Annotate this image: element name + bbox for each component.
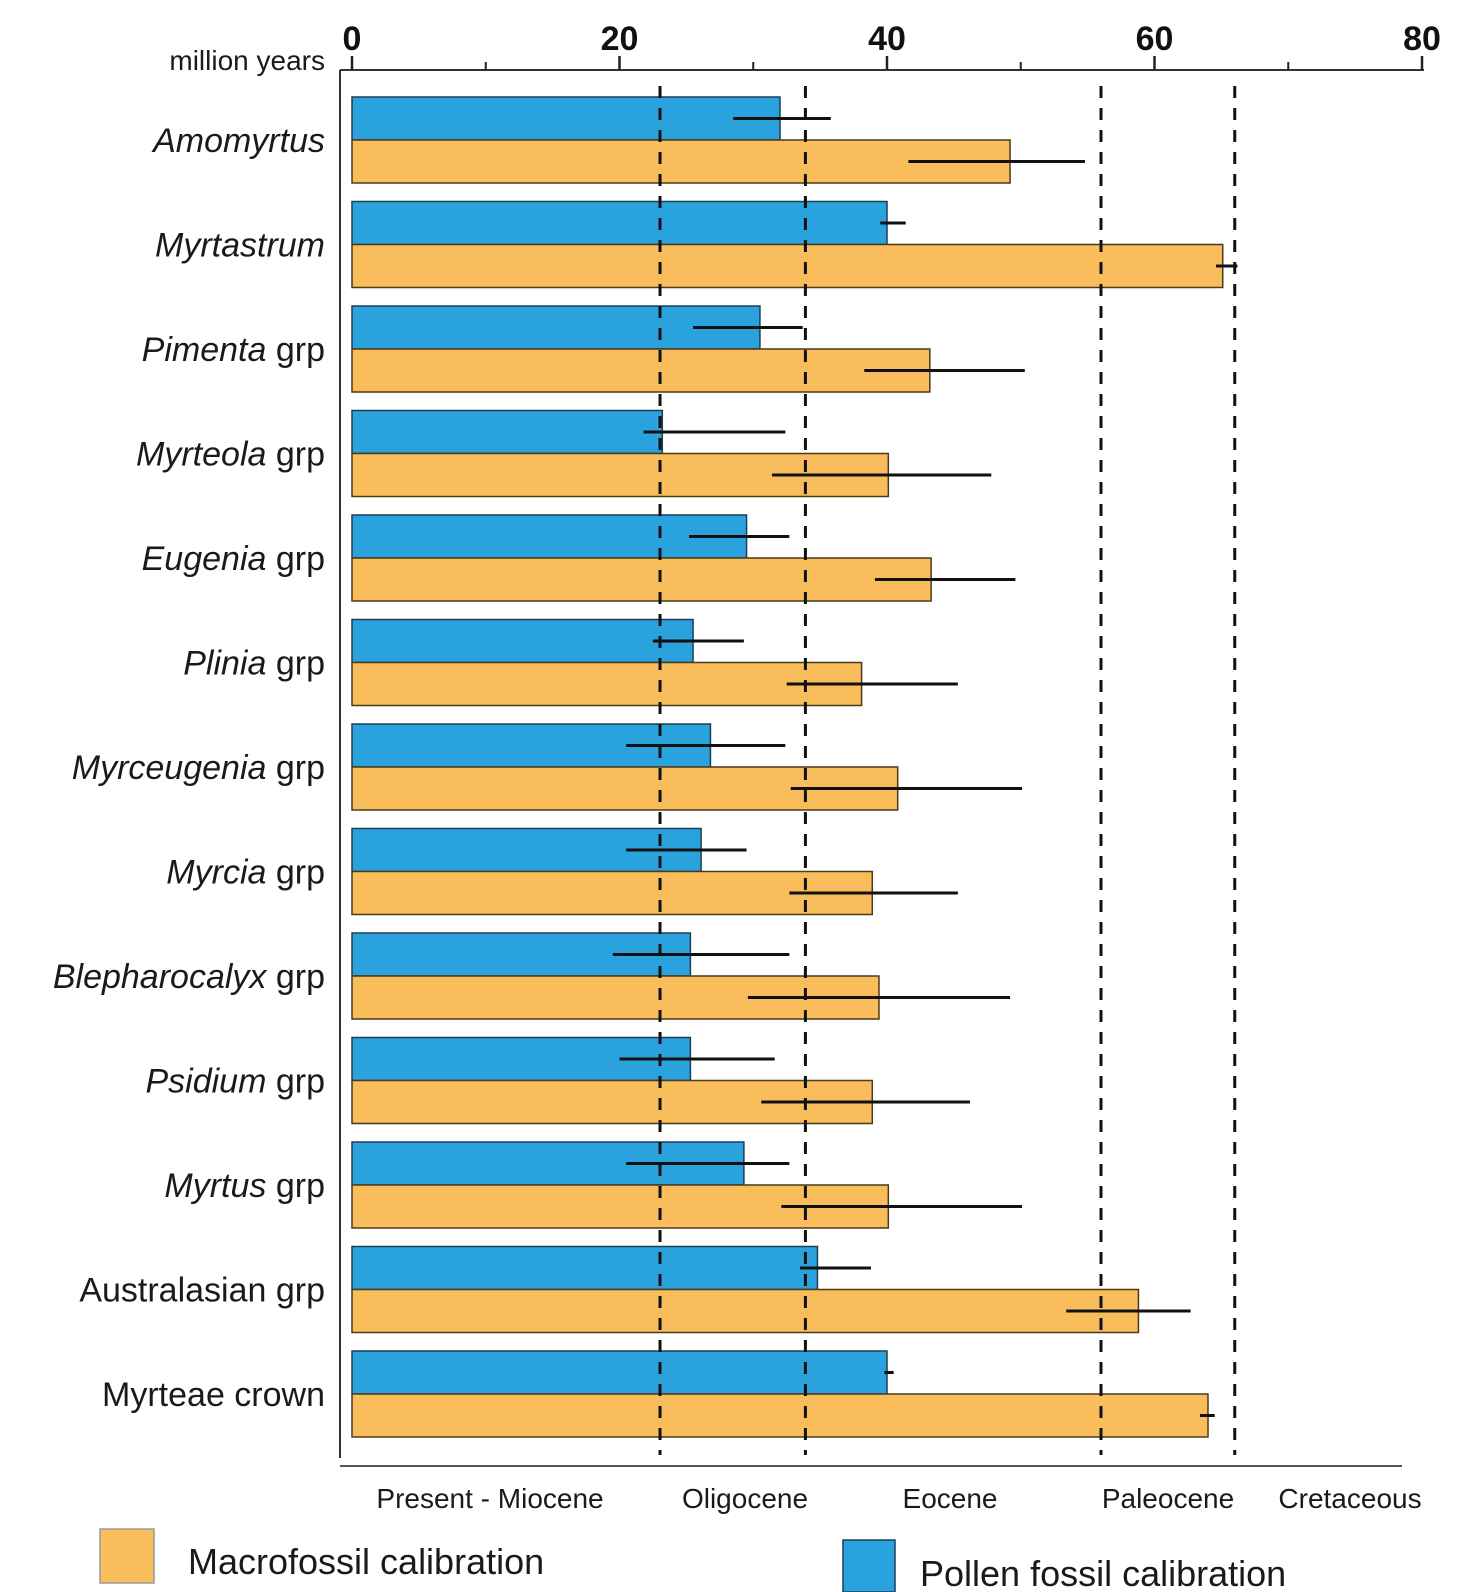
category-label-italic: Myrcia <box>166 854 266 892</box>
legend-swatch-pollen <box>842 1539 896 1592</box>
pollen-bar <box>351 1350 888 1395</box>
macro-bar <box>351 348 931 393</box>
macro-bar <box>351 1288 1140 1334</box>
category-label-italic: Myrtus <box>164 1167 266 1205</box>
category-label-italic: Myrtastrum <box>155 227 325 265</box>
category-label-suffix: grp <box>266 854 325 892</box>
category-label-italic: Psidium <box>145 1063 266 1101</box>
epoch-label: Oligocene <box>682 1483 808 1514</box>
category-label-italic: Myrceugenia <box>72 749 267 787</box>
x-tick-label: 80 <box>1403 20 1441 58</box>
category-label: Myrtastrum <box>155 227 325 265</box>
category-label: Australasian grp <box>79 1272 325 1310</box>
pollen-bar <box>351 618 694 664</box>
category-label-italic: Myrteola <box>136 436 266 474</box>
x-tick-label: 60 <box>1136 20 1174 58</box>
category-label-italic: Amomyrtus <box>151 122 325 160</box>
category-label: Myrceugenia grp <box>72 749 325 787</box>
category-label: Psidium grp <box>145 1063 325 1101</box>
category-label: Myrtus grp <box>164 1167 325 1205</box>
x-unit-label: million years <box>169 45 325 76</box>
category-label: Blepharocalyx grp <box>53 958 325 996</box>
legend-label-pollen: Pollen fossil calibration <box>920 1553 1286 1592</box>
category-label-suffix: grp <box>266 540 325 578</box>
category-label-suffix: Australasian grp <box>79 1272 325 1310</box>
pollen-bar <box>351 1245 819 1291</box>
category-label-suffix: Myrteae crown <box>102 1376 325 1414</box>
category-label: Pimenta grp <box>142 331 325 369</box>
pollen-bar <box>351 514 748 559</box>
macro-bar <box>351 661 863 707</box>
category-label-italic: Blepharocalyx <box>53 958 268 996</box>
pollen-bar <box>351 96 781 141</box>
pollen-bar <box>351 409 664 455</box>
epoch-label: Paleocene <box>1102 1483 1234 1514</box>
category-label: Plinia grp <box>183 645 325 683</box>
epoch-label: Present - Miocene <box>376 1483 603 1514</box>
legend-swatch-macro <box>99 1528 155 1584</box>
category-label-suffix: grp <box>266 436 325 474</box>
category-label: Amomyrtus <box>151 122 325 160</box>
category-label-suffix: grp <box>266 958 325 996</box>
epoch-label: Cretaceous <box>1278 1483 1421 1514</box>
category-label-suffix: grp <box>266 645 325 683</box>
macro-bar <box>351 1393 1209 1438</box>
x-tick-label: 40 <box>868 20 906 58</box>
category-label-italic: Plinia <box>183 645 266 683</box>
legend-label-macro: Macrofossil calibration <box>188 1541 544 1582</box>
macro-bar <box>351 870 874 916</box>
macro-bar <box>351 139 1011 184</box>
x-tick-label: 0 <box>343 20 362 58</box>
x-tick-label: 20 <box>601 20 639 58</box>
macro-bar <box>351 557 932 602</box>
category-label-suffix: grp <box>266 1063 325 1101</box>
category-label: Myrteae crown <box>102 1376 325 1414</box>
macro-bar <box>351 243 1224 289</box>
category-label-italic: Pimenta <box>142 331 267 369</box>
category-label-suffix: grp <box>266 331 325 369</box>
category-label-suffix: grp <box>266 1167 325 1205</box>
category-label-suffix: grp <box>266 749 325 787</box>
category-label: Eugenia grp <box>142 540 325 578</box>
category-label-italic: Eugenia <box>142 540 267 578</box>
category-label: Myrteola grp <box>136 436 325 474</box>
epoch-label: Eocene <box>903 1483 998 1514</box>
category-label: Myrcia grp <box>166 854 325 892</box>
